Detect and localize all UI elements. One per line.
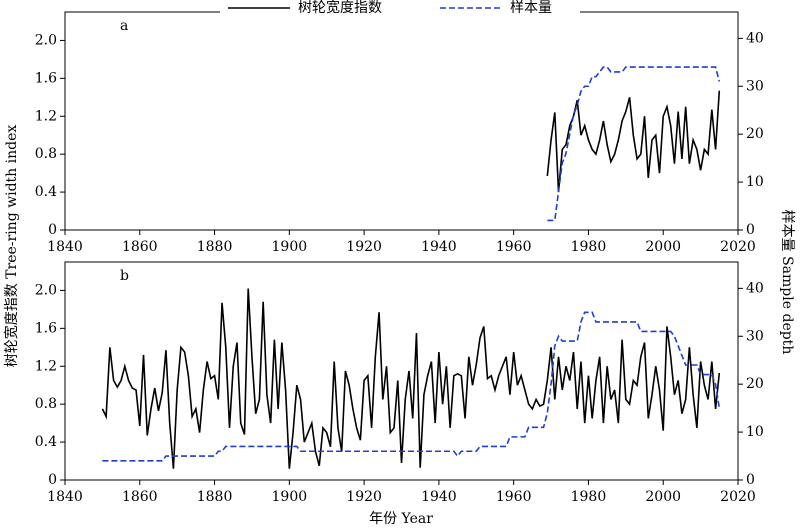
index-line — [101, 288, 721, 469]
x-tick-label: 1900 — [272, 239, 308, 255]
x-tick-label: 1940 — [421, 239, 457, 255]
y-tick-label: 0.4 — [35, 184, 57, 200]
x-tick-label: 1880 — [197, 239, 233, 255]
y2-tick-label: 20 — [746, 376, 764, 392]
legend-background — [220, 0, 580, 18]
y2-axis-label: 样本量 Sample depth — [779, 210, 795, 355]
y2-tick-label: 20 — [746, 126, 764, 142]
x-tick-label: 1840 — [47, 239, 83, 255]
x-tick-label: 1920 — [346, 489, 382, 505]
x-tick-label: 1940 — [421, 489, 457, 505]
y2-tick-label: 40 — [746, 30, 764, 46]
y2-tick-label: 0 — [746, 472, 755, 488]
x-tick-label: 1860 — [122, 239, 158, 255]
x-tick-label: 1980 — [571, 239, 607, 255]
panel-label: a — [120, 18, 128, 34]
legend-label: 树轮宽度指数 — [298, 0, 382, 16]
x-axis-label: 年份 Year — [369, 511, 433, 527]
sample-depth-line — [547, 66, 721, 222]
plot-frame — [64, 11, 739, 231]
x-tick-label: 1980 — [571, 489, 607, 505]
y2-tick-label: 30 — [746, 328, 764, 344]
y-tick-label: 0.8 — [35, 396, 57, 412]
y-tick-label: 1.2 — [35, 108, 57, 124]
y-tick-label: 0.4 — [35, 434, 57, 450]
x-tick-label: 1920 — [346, 239, 382, 255]
x-tick-label: 1880 — [197, 489, 233, 505]
y-tick-label: 0 — [48, 472, 57, 488]
x-tick-label: 1900 — [272, 489, 308, 505]
x-tick-label: 1840 — [47, 489, 83, 505]
y-tick-label: 1.2 — [35, 358, 57, 374]
x-tick-label: 2020 — [720, 489, 756, 505]
x-tick-label: 1960 — [496, 489, 532, 505]
y-tick-label: 0 — [48, 222, 57, 238]
x-tick-label: 2020 — [720, 239, 756, 255]
index-line — [546, 90, 721, 193]
y2-tick-label: 40 — [746, 280, 764, 296]
x-tick-label: 1860 — [122, 489, 158, 505]
y2-tick-label: 10 — [746, 174, 764, 190]
sample-depth-line — [102, 311, 721, 462]
y-tick-label: 1.6 — [35, 320, 57, 336]
x-tick-label: 2000 — [645, 489, 681, 505]
y-tick-label: 0.8 — [35, 146, 57, 162]
y2-tick-label: 0 — [746, 222, 755, 238]
panel-label: b — [120, 268, 129, 284]
y2-tick-label: 10 — [746, 424, 764, 440]
y-tick-label: 2.0 — [35, 32, 57, 48]
legend-label: 样本量 — [510, 0, 552, 16]
x-tick-label: 1960 — [496, 239, 532, 255]
x-tick-label: 2000 — [645, 239, 681, 255]
y2-tick-label: 30 — [746, 78, 764, 94]
y-axis-label: 树轮宽度指数 Tree-ring width index — [3, 125, 20, 368]
y-tick-label: 2.0 — [35, 282, 57, 298]
y-tick-label: 1.6 — [35, 70, 57, 86]
plot-frame — [64, 261, 739, 481]
